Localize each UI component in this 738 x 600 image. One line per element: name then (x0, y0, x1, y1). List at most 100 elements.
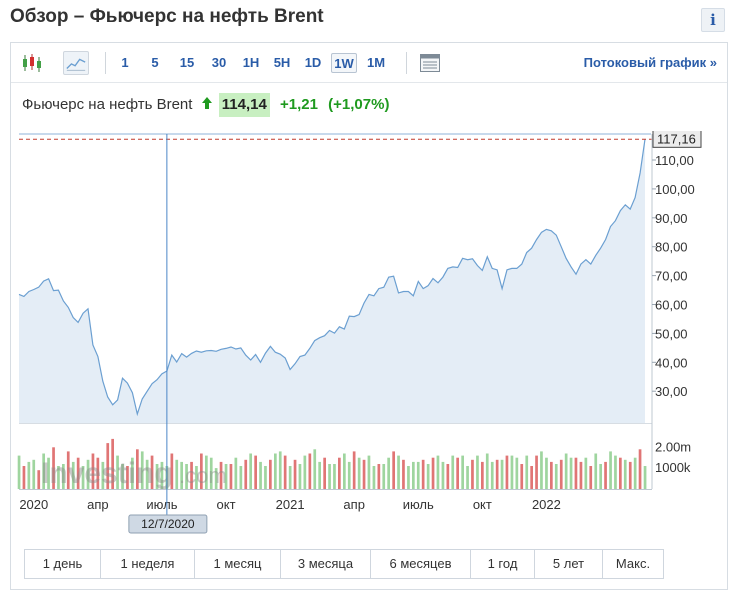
streaming-chart-link[interactable]: Потоковый график » (583, 55, 717, 70)
volume-bar (66, 451, 70, 489)
volume-bar (397, 455, 400, 489)
range-6-months[interactable]: 6 месяцев (371, 550, 471, 578)
volume-bar (382, 464, 386, 489)
range-1-year[interactable]: 1 год (471, 550, 535, 578)
volume-tick-label: 2.00m (655, 439, 691, 454)
period-1d[interactable]: 1D (304, 55, 322, 70)
range-3-months[interactable]: 3 месяца (281, 550, 371, 578)
volume-bar (86, 459, 90, 489)
price-tick-label: 50,00 (655, 326, 688, 341)
period-30[interactable]: 30 (211, 55, 227, 70)
volume-bar (249, 453, 252, 489)
page-title: Обзор – Фьючерс на нефть Brent (10, 6, 324, 27)
volume-bar (574, 457, 578, 489)
time-tick-label: 2020 (19, 497, 48, 512)
volume-bar (589, 466, 593, 489)
crosshair-date-label: 12/7/2020 (141, 517, 195, 531)
volume-tick-label: 1000k (655, 460, 691, 475)
period-1w[interactable]: 1W (331, 53, 357, 73)
volume-bar (293, 459, 297, 489)
volume-bar (633, 457, 637, 489)
candlestick-chart-icon[interactable] (19, 51, 45, 75)
volume-bar (170, 453, 174, 489)
line-chart-icon[interactable] (63, 51, 89, 75)
range-5-years[interactable]: 5 лет (535, 550, 603, 578)
time-tick-label: 2021 (276, 497, 305, 512)
period-1m[interactable]: 1M (366, 55, 386, 70)
volume-bar (239, 466, 243, 489)
volume-bar (579, 461, 583, 489)
time-tick-label: апр (87, 497, 109, 512)
period-15[interactable]: 15 (179, 55, 195, 70)
volume-bar (436, 455, 440, 489)
volume-bar (357, 457, 361, 489)
price-tick-label: 70,00 (655, 269, 688, 284)
range-1-day[interactable]: 1 день (25, 550, 101, 578)
price-tick-label: 90,00 (655, 211, 688, 226)
volume-bar (387, 457, 390, 489)
volume-bar (244, 459, 248, 489)
volume-bar (505, 455, 509, 489)
time-tick-label: апр (343, 497, 365, 512)
volume-bar (190, 461, 193, 489)
price-tick-label: 30,00 (655, 384, 688, 399)
volume-bar (328, 464, 331, 489)
volume-bar (224, 464, 228, 489)
volume-bar (214, 468, 218, 489)
info-icon[interactable]: i (701, 8, 725, 32)
volume-bar (111, 438, 114, 489)
volume-bar (564, 453, 568, 489)
volume-bar (377, 464, 381, 489)
volume-bar (106, 443, 110, 489)
volume-bar (599, 464, 602, 489)
volume-bar (52, 447, 55, 489)
page-header: Обзор – Фьючерс на нефть Brent i (10, 6, 728, 32)
volume-bar (338, 457, 341, 489)
volume-bar (545, 457, 548, 489)
volume-bar (510, 455, 514, 489)
volume-bar (131, 457, 134, 489)
time-tick-label: июль (146, 497, 177, 512)
volume-bar (426, 464, 430, 489)
volume-bar (234, 457, 238, 489)
volume-bar (347, 461, 351, 489)
price-tick-label: 40,00 (655, 355, 688, 370)
volume-bar (412, 461, 415, 489)
volume-bar (121, 464, 124, 489)
volume-bar (441, 461, 445, 489)
toolbar-separator (105, 52, 106, 74)
volume-bar (71, 461, 75, 489)
period-1h[interactable]: 1H (242, 55, 260, 70)
volume-bar (367, 455, 371, 489)
volume-bar (303, 455, 307, 489)
axes: 30,00 40,00 50,00 60,00 70,00 80,00 90,00 100,0… (19, 131, 702, 512)
price-tick-label: 100,00 (655, 182, 695, 197)
volume-bar (185, 464, 188, 489)
volume-bar (229, 464, 233, 489)
volume-bar (140, 451, 144, 489)
price-chart[interactable]: 30,00 40,00 50,00 60,00 70,00 80,00 90,00 100,0… (11, 131, 727, 535)
time-tick-label: 2022 (532, 497, 561, 512)
volume-bar (155, 464, 159, 489)
volume-bar (343, 453, 346, 489)
volume-bar (91, 453, 95, 489)
volume-bar (27, 461, 31, 489)
period-5[interactable]: 5 (151, 55, 159, 70)
volume-bar (392, 451, 395, 489)
volume-bar (22, 466, 26, 489)
range-1-week[interactable]: 1 неделя (101, 550, 195, 578)
chart-panel: 1 5 15 30 1H 5H 1D 1W 1M Потоковый графи… (10, 42, 728, 590)
table-view-icon[interactable] (417, 51, 443, 75)
time-range-selector: 1 день 1 неделя 1 месяц 3 месяца 6 месяц… (24, 549, 664, 579)
range-max[interactable]: Макс. (615, 556, 651, 571)
volume-bar (17, 455, 21, 489)
volume-bar (37, 470, 41, 489)
volume-bar (126, 466, 129, 489)
range-1-month[interactable]: 1 месяц (195, 550, 281, 578)
period-5h[interactable]: 5H (273, 55, 291, 70)
volume-bar (485, 453, 489, 489)
volume-bar (323, 457, 326, 489)
period-1[interactable]: 1 (121, 55, 129, 70)
volume-bar (461, 455, 464, 489)
volume-bar (554, 464, 558, 489)
